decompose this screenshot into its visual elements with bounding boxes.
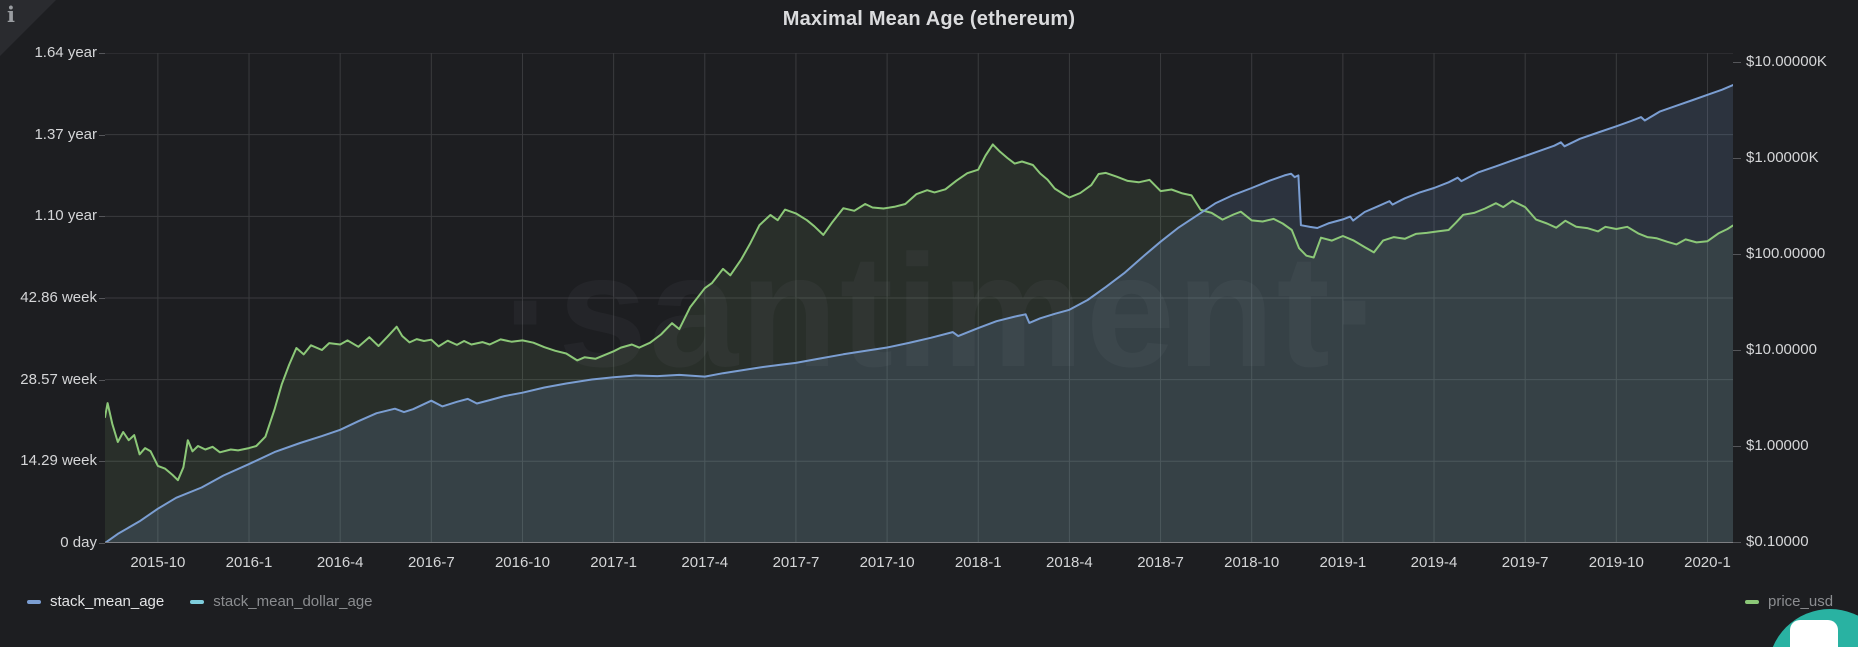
- x-tick-label: 2016-1: [225, 554, 273, 571]
- plot-area[interactable]: ·santiment·: [105, 53, 1733, 543]
- x-tick-label: 2019-10: [1588, 554, 1644, 571]
- y-left-tick-mark: [99, 53, 105, 55]
- page-title: Maximal Mean Age (ethereum): [782, 8, 1076, 30]
- y-left-tick-mark: [99, 543, 105, 544]
- legend-dash-icon: [27, 599, 41, 604]
- y-left-tick-label: 42.86 week: [20, 288, 97, 306]
- series-line-price_usd: [105, 143, 1733, 482]
- legend-dash-icon: [190, 599, 205, 604]
- y-right-tick-label: $100.00000: [1746, 245, 1826, 262]
- x-tick-label: 2017-7: [772, 554, 820, 571]
- y-left-tick-mark: [99, 379, 105, 381]
- x-tick-label: 2018-10: [1224, 554, 1280, 571]
- y-left-tick-mark: [99, 461, 105, 463]
- legend-item-price_usd[interactable]: price_usd: [1745, 593, 1833, 610]
- legend-label: stack_mean_dollar_age: [213, 593, 373, 610]
- x-tick-label: 2015-10: [130, 554, 186, 571]
- legend: stack_mean_age stack_mean_dollar_age: [27, 593, 399, 610]
- y-left-tick-label: 0 day: [60, 534, 97, 551]
- chat-launcher-button[interactable]: [1768, 609, 1858, 647]
- x-tick-label: 2019-4: [1410, 554, 1458, 571]
- y-right-tick-label: $1.00000K: [1746, 149, 1819, 166]
- y-right-tick-label: $10.00000: [1746, 341, 1817, 358]
- y-right-tick-label: $0.10000: [1746, 533, 1809, 550]
- chat-bubble-icon: [1790, 620, 1838, 647]
- y-right-tick-mark: [1733, 542, 1741, 543]
- y-left-tick-mark: [99, 134, 105, 136]
- series-area-stack_mean_age: [105, 85, 1733, 543]
- x-tick-label: 2017-1: [590, 554, 637, 571]
- x-tick-label: 2016-7: [407, 554, 455, 571]
- y-right-tick-mark: [1733, 254, 1741, 255]
- y-left-tick-mark: [99, 216, 105, 218]
- x-tick-label: 2019-1: [1319, 554, 1367, 571]
- watermark: ·santiment·: [503, 221, 1387, 400]
- y-right-tick-mark: [1733, 62, 1741, 63]
- x-tick-label: 2018-4: [1046, 554, 1093, 571]
- x-tick-label: 2018-7: [1137, 554, 1184, 571]
- legend-label: price_usd: [1768, 593, 1834, 610]
- y-left-tick-label: 1.37 year: [34, 125, 97, 143]
- x-tick-label: 2020-1: [1684, 554, 1731, 571]
- y-right-tick-label: $1.00000: [1746, 437, 1809, 454]
- legend-item-stack_mean_dollar_age[interactable]: stack_mean_dollar_age: [190, 593, 373, 610]
- y-left-tick-label: 1.10 year: [34, 207, 97, 225]
- chart-canvas[interactable]: ·santiment·: [105, 53, 1733, 543]
- y-left-tick-label: 1.64 year: [34, 44, 97, 62]
- x-tick-label: 2019-7: [1501, 554, 1549, 571]
- info-icon: i: [7, 2, 15, 27]
- y-left-tick-label: 14.29 week: [20, 452, 97, 470]
- x-tick-label: 2017-10: [859, 554, 915, 571]
- x-tick-label: 2017-4: [681, 554, 729, 571]
- y-right-tick-label: $10.00000K: [1746, 53, 1827, 70]
- legend-price: price_usd: [1745, 593, 1858, 610]
- x-tick-label: 2016-4: [316, 554, 364, 571]
- legend-label: stack_mean_age: [50, 593, 165, 610]
- y-right-tick-mark: [1733, 158, 1741, 159]
- x-tick-label: 2018-1: [954, 554, 1002, 571]
- y-right-tick-mark: [1733, 350, 1741, 351]
- y-left-tick-mark: [99, 297, 105, 299]
- series-line-stack_mean_age: [105, 84, 1733, 543]
- y-left-tick-label: 28.57 week: [20, 370, 97, 388]
- y-right-tick-mark: [1733, 446, 1741, 447]
- legend-dash-icon: [1745, 599, 1759, 604]
- legend-item-stack_mean_age[interactable]: stack_mean_age: [27, 593, 164, 610]
- series-area-price_usd: [105, 144, 1733, 543]
- x-tick-label: 2016-10: [494, 554, 550, 571]
